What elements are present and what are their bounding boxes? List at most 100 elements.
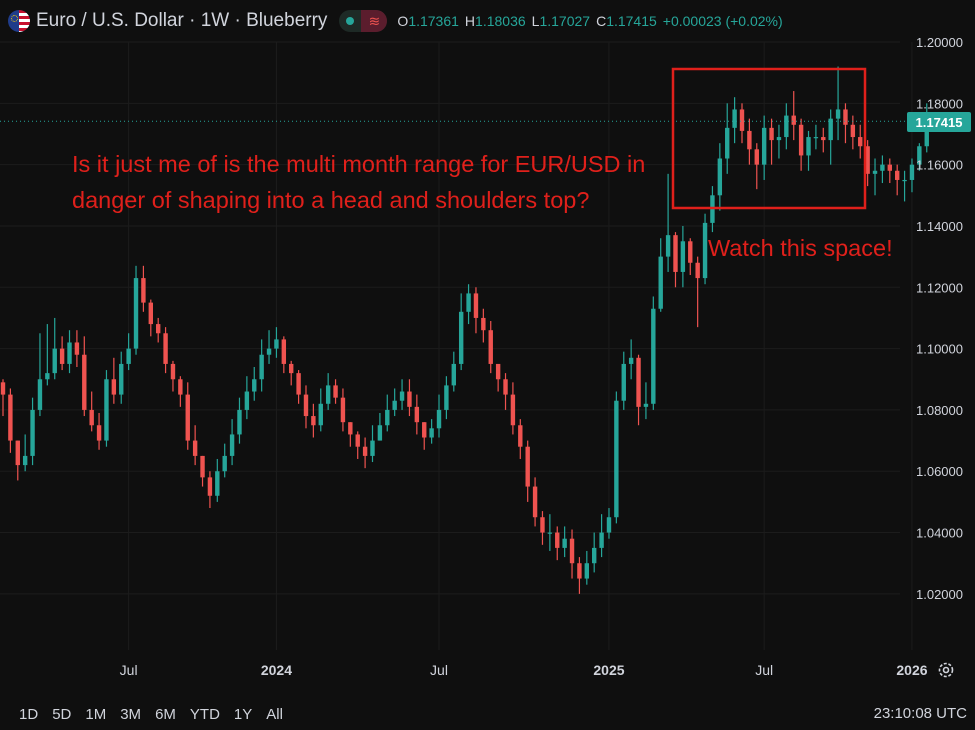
candle-body [532,486,538,518]
wave-icon: ≋ [361,10,388,32]
range-1m-button[interactable]: 1M [85,705,107,723]
candle-body [555,532,560,548]
candle-body [8,394,13,441]
candle-body [798,124,804,156]
candle-body [821,137,826,141]
range-1y-button[interactable]: 1Y [233,705,253,723]
y-tick-label: 1.04000 [916,526,963,541]
candle-body [281,339,287,364]
candle-body [104,379,109,441]
candle-body [200,455,205,478]
chart-gridlines [0,41,913,650]
candle-body [658,256,663,309]
candle-body [540,517,545,533]
candle-body [592,547,597,564]
candle-body [133,278,139,349]
candle-body [377,425,383,441]
candle-body [414,406,420,423]
candle-body [303,394,309,417]
candle-body [392,400,397,410]
candle-body [244,391,250,410]
candle-body [407,391,412,407]
candle-body [355,434,360,447]
candle-body [761,127,767,165]
candle-body [311,416,316,426]
candle-body [229,434,235,456]
candle-body [318,403,323,426]
y-tick-label: 1.12000 [916,280,963,295]
y-tick-label: 1.02000 [916,587,963,602]
candle-body [466,293,471,312]
candle-body [518,425,523,447]
candle-body [67,342,72,364]
candle-body [274,339,279,349]
candle-body [348,422,353,435]
range-5d-button[interactable]: 5D [52,705,72,723]
candle-body [185,394,190,441]
candle-body [887,164,892,171]
last-price-tag: 1.17415 [907,112,971,132]
candle-body [215,471,220,496]
candle-body [362,446,368,456]
symbol-title[interactable]: Euro / U.S. Dollar · 1W · Blueberry [36,10,328,31]
candle-body [481,317,486,331]
candle-body [296,373,301,395]
ohlc-high-key: H [464,13,476,29]
candle-body [835,109,841,119]
candle-body [636,357,641,407]
range-6m-button[interactable]: 6M [155,705,176,723]
candle-body [880,164,885,171]
candle-body [22,455,28,466]
candle-body [747,130,752,150]
annotation-watch-text[interactable]: Watch this space! [708,235,893,261]
candle-body [192,440,198,456]
candle-body [872,170,878,174]
annotation-main-text[interactable]: Is it just me of is the multi month rang… [72,151,646,213]
candle-body [436,409,442,429]
candle-body [126,348,131,364]
candle-body [643,403,649,407]
x-tick-label: Jul [120,662,138,678]
ohlc-close-value: 1.17415 [606,13,657,29]
candle-body [651,308,656,404]
market-status-pill[interactable]: ≋ [339,10,388,32]
candle-body [894,170,900,180]
bottom-toolbar: 1D 5D 1M 3M 6M YTD 1Y All 23:10:08 UTC [0,700,975,728]
price-axis[interactable]: 1.20000 1.18000 1.16000 1.14000 1.12000 1.100… [916,35,963,602]
y-tick-label: 1.14000 [916,219,963,234]
range-1d-button[interactable]: 1D [19,705,39,723]
candle-body [680,241,686,272]
candle-body [717,158,723,196]
candle-body [606,517,612,533]
candle-body [74,342,80,355]
candle-body [119,363,124,395]
candle-body [45,373,50,380]
ohlc-change-value: +0.00023 (+0.02%) [662,13,783,29]
candle-body [858,137,863,147]
candle-body [673,235,678,272]
candle-body [917,146,922,165]
chart-settings-gear-icon[interactable] [936,660,956,680]
utc-clock[interactable]: 23:10:08 UTC [873,705,967,722]
y-tick-label: 1.10000 [916,342,963,357]
candle-body [739,109,745,131]
candle-body [725,127,730,159]
candle-body [584,563,590,579]
time-axis[interactable]: Jul 2024 Jul 2025 Jul 2026 [120,662,928,678]
candle-body [89,409,94,426]
ohlc-low-key: L [531,13,540,29]
candle-body [850,124,856,138]
candle-body [399,391,405,401]
candle-body [59,348,65,364]
candle-body [688,241,693,263]
range-all-button[interactable]: All [266,705,283,723]
candle-body [813,137,819,139]
range-3m-button[interactable]: 3M [120,705,142,723]
range-ytd-button[interactable]: YTD [189,705,220,723]
candle-body [170,363,176,380]
candle-body [52,348,57,374]
date-range-selector: 1D 5D 1M 3M 6M YTD 1Y All [12,706,290,723]
y-tick-label: 1.06000 [916,464,963,479]
